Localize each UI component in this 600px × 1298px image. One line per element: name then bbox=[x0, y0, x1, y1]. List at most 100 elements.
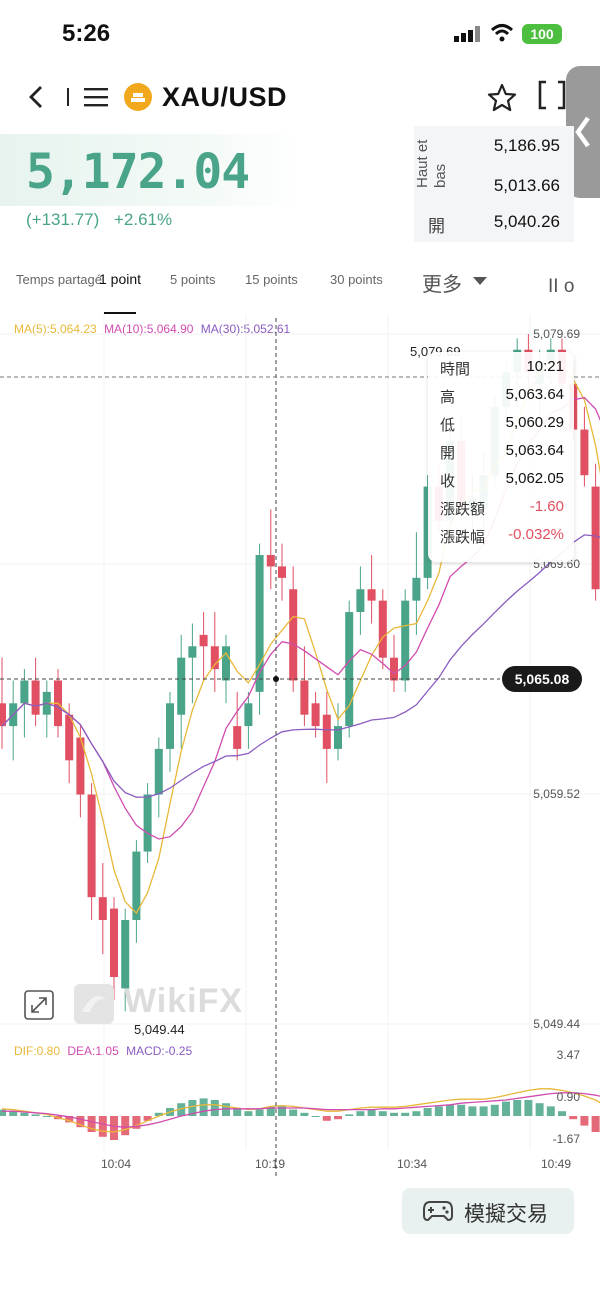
macd-axis-label: 3.47 bbox=[557, 1048, 581, 1062]
macd-bar bbox=[110, 1116, 118, 1140]
demo-trade-label: 模擬交易 bbox=[464, 1203, 548, 1226]
crosshair-price-tag: 5,065.08 bbox=[502, 666, 582, 692]
price-change-pct: +2.61% bbox=[114, 210, 173, 229]
tab-1-point[interactable]: 1 point bbox=[99, 271, 142, 287]
signal-icon bbox=[454, 26, 480, 42]
tooltip-value: 5,063.64 bbox=[505, 386, 564, 403]
candle-body bbox=[580, 429, 589, 476]
macd-bar bbox=[334, 1116, 342, 1120]
tab-active-indicator bbox=[104, 312, 136, 314]
gamepad-icon bbox=[423, 1201, 453, 1222]
tooltip-value: 5,062.05 bbox=[505, 470, 564, 487]
macd-bar bbox=[65, 1116, 74, 1123]
star-icon[interactable] bbox=[486, 82, 518, 114]
tooltip-value: 10:21 bbox=[526, 358, 564, 375]
crosshair-dot bbox=[273, 676, 279, 682]
candle-body bbox=[98, 897, 107, 920]
macd-bar bbox=[300, 1112, 309, 1116]
macd-bar bbox=[222, 1103, 230, 1116]
price-axis-label: 5,059.52 bbox=[533, 787, 580, 801]
macd-bar bbox=[479, 1106, 488, 1116]
candle-body bbox=[132, 851, 141, 920]
candle-body bbox=[188, 646, 197, 658]
macd-bar bbox=[490, 1104, 499, 1116]
candle-body bbox=[87, 794, 96, 898]
expand-icon[interactable] bbox=[24, 990, 54, 1020]
candle-tooltip: 時間 10:21 高 5,063.64 低 5,060.29 開 5,063.64 收 5,062… bbox=[428, 352, 574, 562]
menu-icon[interactable] bbox=[84, 86, 110, 108]
fullscreen-icon[interactable] bbox=[536, 78, 568, 112]
tab-5-points[interactable]: 5 points bbox=[170, 272, 216, 287]
macd-bar bbox=[210, 1100, 219, 1116]
indicator-toggle[interactable]: II o bbox=[548, 276, 575, 297]
chevron-down-icon[interactable] bbox=[472, 276, 488, 286]
symbol-title: XAU/USD bbox=[162, 82, 288, 112]
stat-open-value: 5,040.26 bbox=[493, 212, 560, 231]
macd-bar bbox=[524, 1100, 533, 1116]
macd-bar bbox=[580, 1116, 589, 1126]
tooltip-value: -1.60 bbox=[529, 498, 564, 515]
macd-bar bbox=[87, 1116, 96, 1132]
macd-bar bbox=[457, 1104, 466, 1116]
tooltip-key: 高 bbox=[440, 389, 456, 406]
time-axis-label: 10:34 bbox=[397, 1157, 427, 1171]
back-icon[interactable] bbox=[26, 84, 46, 110]
candle-body bbox=[401, 600, 410, 681]
ma5-label: MA(5):5,064.23 bbox=[14, 322, 97, 336]
candle-body bbox=[367, 589, 376, 601]
macd-bar bbox=[569, 1116, 578, 1120]
macd-bar bbox=[121, 1116, 130, 1136]
macd-bar bbox=[412, 1111, 421, 1116]
macd-label: MACD:-0.25 bbox=[126, 1044, 193, 1058]
macd-bar bbox=[322, 1116, 331, 1121]
macd-bar bbox=[20, 1112, 29, 1116]
candle-body bbox=[199, 634, 208, 647]
candle-body bbox=[356, 589, 365, 613]
tab-15-points[interactable]: 15 points bbox=[245, 272, 298, 287]
macd-bar bbox=[434, 1106, 443, 1116]
tooltip-row: 開 5,063.64 bbox=[440, 442, 564, 470]
macd-bar bbox=[423, 1108, 432, 1116]
macd-bar bbox=[266, 1106, 275, 1116]
macd-axis-label: -1.67 bbox=[553, 1132, 581, 1146]
stat-open-label: 開 bbox=[428, 217, 445, 236]
candle-body bbox=[255, 555, 264, 692]
dea-label: DEA:1.05 bbox=[67, 1044, 119, 1058]
tab-more[interactable]: 更多 bbox=[422, 274, 462, 296]
macd-bar bbox=[401, 1112, 410, 1116]
tooltip-row: 收 5,062.05 bbox=[440, 470, 564, 498]
candle-body bbox=[121, 919, 130, 989]
candle-body bbox=[110, 908, 118, 978]
macd-bar bbox=[244, 1111, 253, 1116]
candle-body bbox=[390, 657, 398, 681]
low-price-label: 5,049.44 bbox=[134, 1022, 185, 1037]
tooltip-key: 時間 bbox=[440, 361, 471, 378]
candle-body bbox=[345, 612, 354, 727]
macd-axis-label: 0.90 bbox=[557, 1090, 581, 1104]
wikifx-watermark: WikiFX bbox=[124, 982, 244, 1020]
tooltip-value: 5,060.29 bbox=[505, 414, 564, 431]
status-time: 5:26 bbox=[62, 20, 111, 47]
tab-time-share[interactable]: Temps partagé bbox=[16, 272, 102, 287]
candle-body bbox=[31, 680, 40, 715]
candle-body bbox=[233, 726, 242, 749]
candle-body bbox=[210, 646, 219, 670]
tooltip-row: 高 5,063.64 bbox=[440, 386, 564, 414]
macd-bar bbox=[278, 1106, 286, 1116]
tab-30-points[interactable]: 30 points bbox=[330, 272, 383, 287]
candle-body bbox=[76, 737, 85, 795]
candle-body bbox=[289, 589, 298, 681]
candle-body bbox=[65, 714, 74, 761]
price-axis-label: 5,079.69 bbox=[533, 327, 580, 341]
candle-body bbox=[591, 486, 600, 590]
macd-bar bbox=[31, 1114, 40, 1116]
candle-body bbox=[20, 680, 29, 704]
stat-low-value: 5,013.66 bbox=[493, 176, 560, 195]
ma10-label: MA(10):5,064.90 bbox=[104, 322, 194, 336]
demo-trade-button[interactable]: 模擬交易 bbox=[402, 1188, 574, 1234]
macd-bar bbox=[390, 1112, 398, 1116]
ma-legend: MA(5):5,064.23 MA(10):5,064.90 MA(30):5,… bbox=[14, 322, 290, 336]
macd-bar bbox=[132, 1116, 141, 1129]
tooltip-key: 收 bbox=[440, 473, 456, 490]
macd-bar bbox=[546, 1106, 555, 1116]
